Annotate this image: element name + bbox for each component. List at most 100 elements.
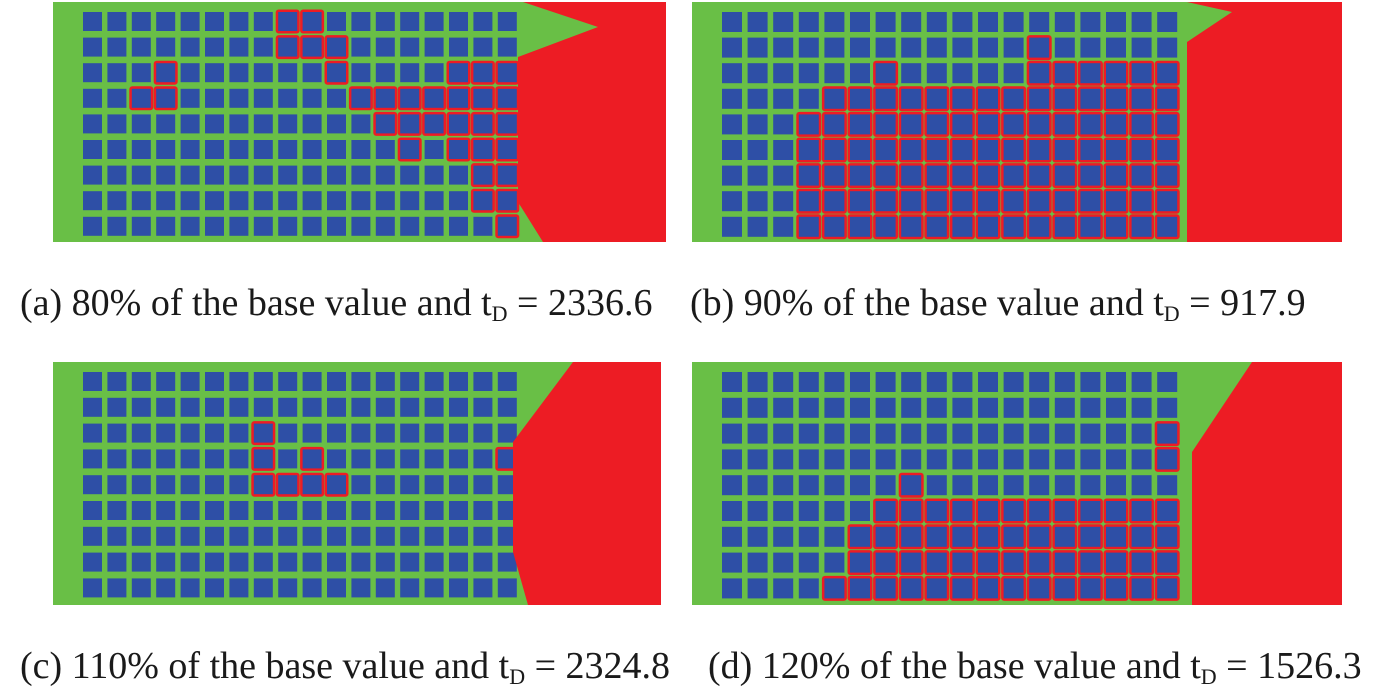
inclusion-damaged — [1080, 501, 1101, 521]
inclusion — [351, 191, 371, 211]
inclusion — [978, 63, 998, 84]
inclusion — [156, 165, 176, 185]
inclusion — [205, 114, 224, 134]
inclusion — [1157, 12, 1178, 32]
inclusion — [850, 372, 870, 392]
inclusion — [327, 88, 346, 108]
inclusion — [302, 578, 322, 598]
inclusion — [952, 449, 973, 470]
panel-d — [692, 362, 1342, 605]
inclusion — [952, 423, 973, 444]
inclusion — [449, 475, 468, 495]
inclusion — [180, 475, 200, 495]
inclusion-damaged — [302, 12, 322, 31]
inclusion-damaged — [1106, 165, 1126, 186]
inclusion — [400, 191, 420, 211]
inclusion-damaged — [1157, 449, 1178, 470]
inclusion — [747, 216, 768, 237]
panel-b-simulation — [692, 2, 1342, 242]
inclusion — [205, 475, 224, 495]
inclusion — [850, 449, 870, 470]
inclusion — [978, 397, 998, 418]
inclusion — [205, 12, 224, 31]
inclusion — [375, 423, 395, 443]
inclusion — [253, 526, 273, 546]
inclusion — [926, 372, 947, 392]
inclusion — [824, 552, 845, 573]
inclusion — [253, 165, 273, 185]
inclusion — [205, 423, 224, 443]
inclusion — [253, 114, 273, 134]
inclusion-damaged — [1157, 216, 1178, 237]
inclusion-damaged — [952, 114, 973, 135]
inclusion — [798, 88, 819, 109]
inclusion — [278, 114, 298, 134]
inclusion — [131, 552, 151, 572]
inclusion — [747, 114, 768, 135]
inclusion — [351, 552, 371, 572]
inclusion — [107, 501, 127, 520]
inclusion — [875, 37, 896, 58]
inclusion — [351, 449, 371, 469]
inclusion — [205, 552, 224, 572]
inclusion-damaged — [1029, 165, 1050, 186]
inclusion-damaged — [824, 165, 845, 186]
inclusion — [156, 372, 176, 391]
inclusion-damaged — [901, 140, 922, 160]
inclusion — [1054, 475, 1075, 496]
inclusion — [400, 216, 420, 236]
inclusion — [424, 449, 444, 469]
inclusion — [722, 165, 742, 186]
inclusion — [351, 578, 371, 598]
inclusion — [1003, 37, 1024, 58]
caption-d-subscript: D — [1200, 664, 1217, 689]
inclusion — [1131, 423, 1152, 444]
inclusion — [83, 12, 102, 31]
inclusion — [205, 63, 224, 83]
inclusion-damaged — [875, 140, 896, 160]
inclusion — [824, 37, 845, 58]
inclusion-damaged — [375, 114, 395, 134]
inclusion — [1106, 423, 1126, 444]
inclusion — [156, 501, 176, 520]
inclusion — [798, 449, 819, 470]
inclusion-damaged — [1106, 191, 1126, 212]
inclusion-damaged — [400, 88, 420, 108]
inclusion-damaged — [1080, 88, 1101, 109]
inclusion — [205, 501, 224, 520]
inclusion — [180, 12, 200, 31]
inclusion — [131, 501, 151, 520]
inclusion-damaged — [926, 165, 947, 186]
inclusion-damaged — [850, 526, 870, 547]
inclusion — [952, 63, 973, 84]
inclusion-damaged — [1131, 191, 1152, 212]
inclusion — [253, 216, 273, 236]
inclusion-damaged — [901, 191, 922, 212]
inclusion — [131, 191, 151, 211]
inclusion — [205, 140, 224, 159]
inclusion — [229, 501, 249, 520]
inclusion — [156, 449, 176, 469]
caption-c-text: (c) 110% of the base value and t — [20, 645, 510, 687]
inclusion — [229, 140, 249, 159]
inclusion — [798, 501, 819, 521]
inclusion-damaged — [901, 165, 922, 186]
caption-b-subscript: D — [1163, 301, 1180, 326]
inclusion — [375, 216, 395, 236]
inclusion — [824, 526, 845, 547]
inclusion-damaged — [1106, 526, 1126, 547]
inclusion-damaged — [824, 140, 845, 160]
inclusion — [156, 397, 176, 417]
inclusion-damaged — [978, 216, 998, 237]
inclusion — [302, 501, 322, 520]
inclusion — [824, 449, 845, 470]
inclusion — [473, 216, 493, 236]
inclusion — [107, 37, 127, 57]
inclusion-damaged — [978, 140, 998, 160]
inclusion — [83, 501, 102, 520]
inclusion — [351, 216, 371, 236]
inclusion-damaged — [1106, 88, 1126, 109]
inclusion — [131, 216, 151, 236]
inclusion-damaged — [875, 88, 896, 109]
caption-b-text: (b) 90% of the base value and t — [690, 282, 1164, 324]
